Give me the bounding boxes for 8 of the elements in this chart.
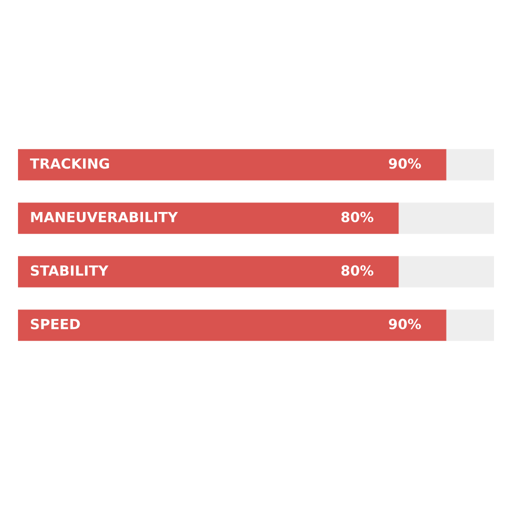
y-tick-label: STABILITY xyxy=(30,265,108,276)
y-tick-label: MANEUVERABILITY xyxy=(31,212,178,222)
y-tick-label: SPEED xyxy=(30,318,80,330)
data-label: 80% xyxy=(341,212,374,222)
data-label: 90% xyxy=(388,318,421,330)
data-label: 80% xyxy=(341,265,374,276)
y-tick-label: TRACKING xyxy=(30,158,109,169)
data-label: 90% xyxy=(388,158,421,169)
